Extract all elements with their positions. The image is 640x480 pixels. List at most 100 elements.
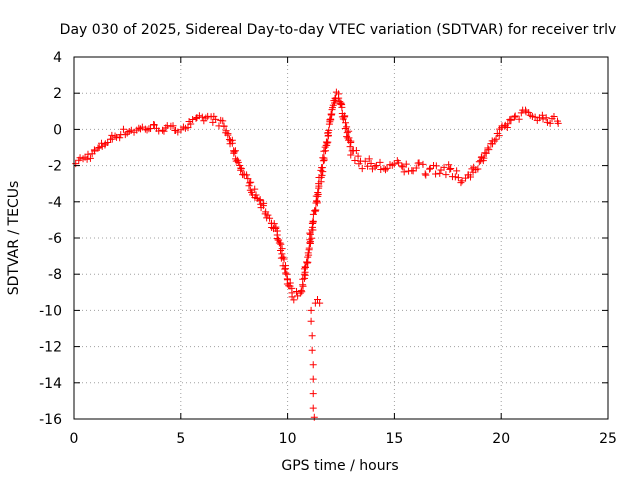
data-point — [358, 165, 366, 173]
data-point — [306, 230, 314, 238]
data-point — [308, 226, 316, 234]
data-point — [422, 171, 430, 179]
data-point — [343, 129, 351, 137]
data-point — [442, 171, 450, 179]
data-point — [324, 138, 332, 146]
data-point — [219, 117, 227, 125]
data-point — [515, 115, 523, 123]
x-tick-label: 15 — [385, 431, 403, 447]
data-point — [446, 165, 454, 173]
x-tick-label: 25 — [599, 431, 617, 447]
data-point — [305, 251, 313, 259]
data-point — [318, 171, 326, 179]
data-point — [247, 178, 255, 186]
data-point — [554, 119, 562, 127]
data-point — [237, 165, 245, 173]
data-point — [302, 264, 310, 272]
data-point — [432, 170, 440, 178]
data-point — [347, 137, 355, 145]
data-point — [277, 246, 285, 254]
data-point — [228, 139, 236, 147]
data-point — [440, 163, 448, 171]
x-axis-label: GPS time / hours — [281, 458, 398, 474]
data-point — [492, 135, 500, 143]
data-point — [234, 158, 242, 166]
data-point — [421, 170, 429, 178]
data-point — [367, 159, 375, 167]
data-point — [546, 119, 554, 127]
x-tick-label: 0 — [70, 431, 79, 447]
data-point — [277, 240, 285, 248]
y-tick-label: -10 — [39, 303, 62, 319]
data-point — [313, 199, 321, 207]
data-point — [503, 123, 511, 131]
data-point — [264, 211, 272, 219]
data-point — [335, 94, 343, 102]
data-point — [539, 115, 547, 123]
data-point — [538, 111, 546, 119]
data-point — [328, 106, 336, 114]
data-point — [282, 269, 290, 277]
grid-lines — [74, 57, 608, 419]
data-point — [86, 154, 94, 162]
data-point — [395, 159, 403, 167]
data-point — [195, 112, 203, 120]
data-point — [327, 115, 335, 123]
data-point — [345, 127, 353, 135]
data-point — [445, 161, 453, 169]
data-point — [351, 156, 359, 164]
data-point — [323, 139, 331, 147]
data-point — [135, 124, 143, 132]
data-point — [507, 116, 515, 124]
outlier-point — [309, 361, 317, 369]
chart-title: Day 030 of 2025, Sidereal Day-to-day VTE… — [60, 22, 617, 38]
data-point — [119, 125, 127, 133]
data-point — [273, 234, 281, 242]
data-point — [415, 159, 423, 167]
data-point — [210, 112, 218, 120]
data-point — [326, 116, 334, 124]
axis-ticks: 0 5 10 15 20 25 -16 -14 -12 -10 -8 -6 -4 -2 0 2 4 — [39, 50, 617, 447]
data-point — [252, 191, 260, 199]
data-point — [116, 134, 124, 142]
data-point — [290, 296, 298, 304]
data-point — [301, 271, 309, 279]
outlier-point — [308, 346, 316, 354]
data-point — [315, 182, 323, 190]
data-point — [307, 238, 315, 246]
data-point — [275, 236, 283, 244]
data-point — [279, 253, 287, 261]
data-point — [347, 151, 355, 159]
outlier-point — [310, 413, 318, 421]
data-point — [224, 131, 232, 139]
outlier-point — [307, 306, 315, 314]
data-point — [256, 196, 264, 204]
outlier-point — [308, 332, 316, 340]
data-point — [76, 154, 84, 162]
y-axis-label: SDTVAR / TECUs — [6, 181, 22, 296]
data-point — [320, 154, 328, 162]
data-point — [467, 173, 475, 181]
data-point — [376, 158, 384, 166]
data-point — [457, 179, 465, 187]
x-tick-label: 10 — [279, 431, 297, 447]
data-point — [354, 152, 362, 160]
data-point — [474, 165, 482, 173]
data-point — [511, 113, 519, 121]
y-tick-label: -16 — [39, 412, 62, 428]
data-point — [412, 164, 420, 172]
data-point — [231, 147, 239, 155]
data-point — [324, 129, 332, 137]
data-point — [244, 175, 252, 183]
y-tick-label: -12 — [39, 340, 62, 356]
data-point — [419, 160, 427, 168]
outlier-point — [309, 375, 317, 383]
data-point — [121, 131, 129, 139]
data-point — [94, 144, 102, 152]
data-point — [187, 120, 195, 128]
outlier-point — [314, 296, 322, 304]
data-point — [299, 282, 307, 290]
y-tick-label: -4 — [48, 195, 62, 211]
data-point — [495, 132, 503, 140]
